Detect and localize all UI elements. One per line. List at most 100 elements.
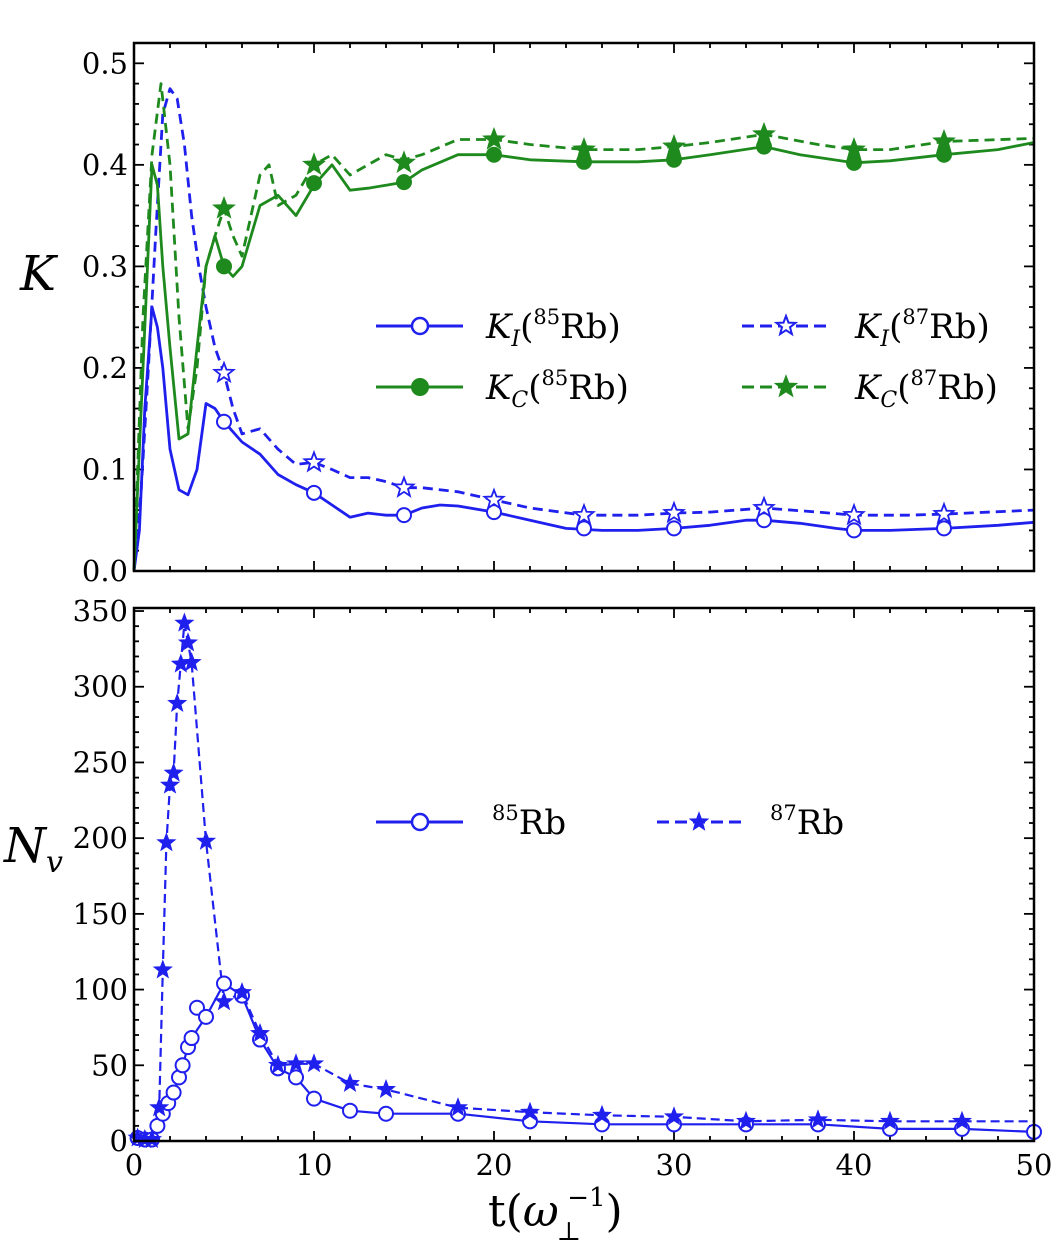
legend-label-nv-85: 85Rb [492,801,566,843]
legend-marker-ki-87 [773,313,799,337]
data-point [936,520,952,537]
data-point [807,1109,829,1129]
legend-label-nv-87: 87Rb [770,801,844,843]
nv-axis-title: Nv [3,818,63,880]
x-tick-label: 10 [296,1148,333,1182]
data-point [662,500,686,524]
data-point [666,520,682,537]
y-tick-label: 350 [73,594,128,628]
data-point [752,121,776,145]
data-point [396,507,412,524]
nv-y-tick-labels: 0 50 100 150 200 250 300 350 [73,594,128,1158]
data-point [167,692,188,712]
legend-marker-ki-85 [410,316,430,336]
data-point [576,520,592,537]
data-point [216,975,232,992]
data-point [231,982,253,1002]
data-point [591,1104,613,1124]
nv-x-tick-labels: 0 10 20 30 40 50 [125,1148,1053,1182]
data-point [216,258,232,275]
nv-panel-markers [127,612,1042,1149]
data-point [163,762,184,782]
data-point [212,360,236,384]
legend-label-kc-87: KC(87Rb) [854,366,998,413]
k-panel-markers [212,121,956,539]
x-axis-title: t(ω⊥−1) [488,1183,623,1247]
data-point [375,1078,397,1099]
series-line-1 [137,982,1035,1141]
legend-entry-ki-85: KI(85Rb) [376,305,621,352]
data-point [170,653,191,673]
data-point [396,174,412,191]
legend-entry-kc-87: KC(87Rb) [742,366,998,413]
data-point [482,126,506,150]
data-point [392,475,416,498]
data-point [302,152,326,175]
data-point [663,1106,685,1126]
data-point [735,1110,757,1130]
data-point [302,449,326,473]
series-line-4 [132,82,1035,572]
series-line-3 [132,141,1035,572]
nv-panel-ticks [133,608,1035,1142]
data-point [951,1110,973,1130]
data-point [212,195,236,219]
legend-label-kc-85: KC(85Rb) [485,366,629,413]
data-point [879,1110,901,1130]
y-tick-label: 0.1 [82,452,128,486]
data-point [165,1084,182,1101]
series-line-2 [132,87,1035,572]
data-point [198,1008,214,1025]
data-point [216,413,232,430]
y-tick-label: 200 [73,821,128,855]
y-tick-label: 0.0 [82,554,128,588]
data-point [447,1097,469,1117]
data-point [846,522,862,539]
legend-marker-kc-85 [411,378,429,396]
y-tick-label: 100 [73,973,128,1007]
data-point [177,632,199,652]
k-panel-frame [132,41,1036,573]
data-point [936,146,952,163]
nv-panel-frame [132,606,1036,1143]
data-point [378,1105,394,1122]
y-tick-label: 300 [73,670,128,704]
data-point [149,1097,170,1117]
x-tick-label: 30 [656,1148,693,1182]
data-point [195,830,217,850]
y-tick-label: 150 [73,897,128,931]
data-point [306,484,322,501]
x-tick-label: 50 [1016,1148,1053,1182]
data-point [842,137,866,160]
legend-label-ki-87: KI(87Rb) [854,305,990,352]
x-tick-label: 20 [476,1148,513,1182]
k-axis-title: K [19,246,59,302]
data-point [932,128,956,152]
data-point [662,134,686,157]
data-point [339,1072,361,1092]
k-y-tick-labels: 0.0 0.1 0.2 0.3 0.4 0.5 [82,46,128,588]
data-point [342,1102,358,1119]
data-point [392,150,416,173]
data-point [932,501,956,525]
data-point [482,487,506,511]
nv-legend: 85Rb 87Rb [376,801,844,843]
data-point [303,1053,325,1073]
data-point [842,502,866,526]
data-point [572,137,596,160]
data-point [306,1090,322,1107]
y-tick-label: 250 [73,745,128,779]
data-point [267,1054,289,1074]
y-tick-label: 0.3 [82,249,128,283]
y-tick-label: 0.4 [82,148,128,182]
data-point [285,1053,307,1073]
x-tick-label: 0 [125,1148,143,1182]
x-tick-label: 40 [836,1148,873,1182]
legend-entry-ki-87: KI(87Rb) [742,305,990,352]
legend-entry-nv-85: 85Rb [376,801,566,843]
data-point [174,1057,191,1074]
data-point [249,1022,271,1043]
data-point [183,1030,200,1047]
data-point [486,146,502,163]
